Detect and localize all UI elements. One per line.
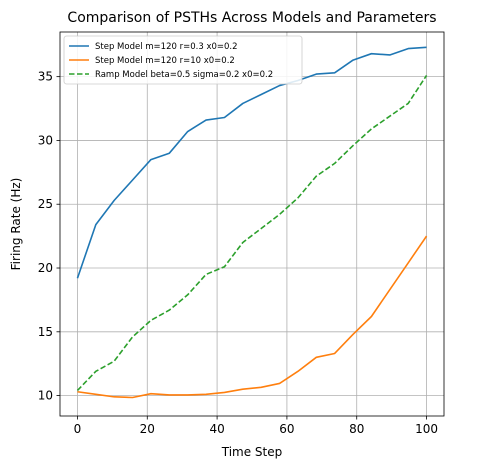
y-tick-label: 35 bbox=[38, 70, 53, 84]
legend-label: Ramp Model beta=0.5 sigma=0.2 x0=0.2 bbox=[95, 70, 273, 80]
y-tick-label: 20 bbox=[38, 261, 53, 275]
y-axis-ticks: 10 15 20 25 30 35 bbox=[38, 70, 60, 403]
y-tick-label: 25 bbox=[38, 197, 53, 211]
legend-label: Step Model m=120 r=0.3 x0=0.2 bbox=[95, 42, 238, 52]
series-layer bbox=[76, 46, 428, 399]
plot-frame bbox=[59, 31, 445, 417]
y-tick-label: 30 bbox=[38, 133, 53, 147]
legend: Step Model m=120 r=0.3 x0=0.2 Step Model … bbox=[63, 35, 303, 85]
y-tick-label: 10 bbox=[38, 389, 53, 403]
x-tick-label: 100 bbox=[415, 422, 438, 436]
x-tick-label: 40 bbox=[209, 422, 224, 436]
grid-lines bbox=[60, 32, 444, 416]
y-axis-label: Firing Rate (Hz) bbox=[9, 178, 23, 271]
x-axis-ticks: 0 20 40 60 80 100 bbox=[74, 416, 438, 436]
series-line-2 bbox=[77, 235, 428, 399]
legend-box bbox=[63, 35, 303, 85]
y-tick-label: 15 bbox=[38, 325, 53, 339]
x-tick-label: 80 bbox=[349, 422, 364, 436]
x-axis-label: Time Step bbox=[221, 445, 283, 459]
legend-label: Step Model m=120 r=10 x0=0.2 bbox=[95, 56, 235, 66]
series-line-1 bbox=[76, 46, 427, 279]
x-tick-label: 0 bbox=[74, 422, 82, 436]
x-tick-label: 60 bbox=[279, 422, 294, 436]
x-tick-label: 20 bbox=[140, 422, 155, 436]
chart-title: Comparison of PSTHs Across Models and Pa… bbox=[67, 10, 436, 26]
series-line-3 bbox=[76, 74, 428, 392]
